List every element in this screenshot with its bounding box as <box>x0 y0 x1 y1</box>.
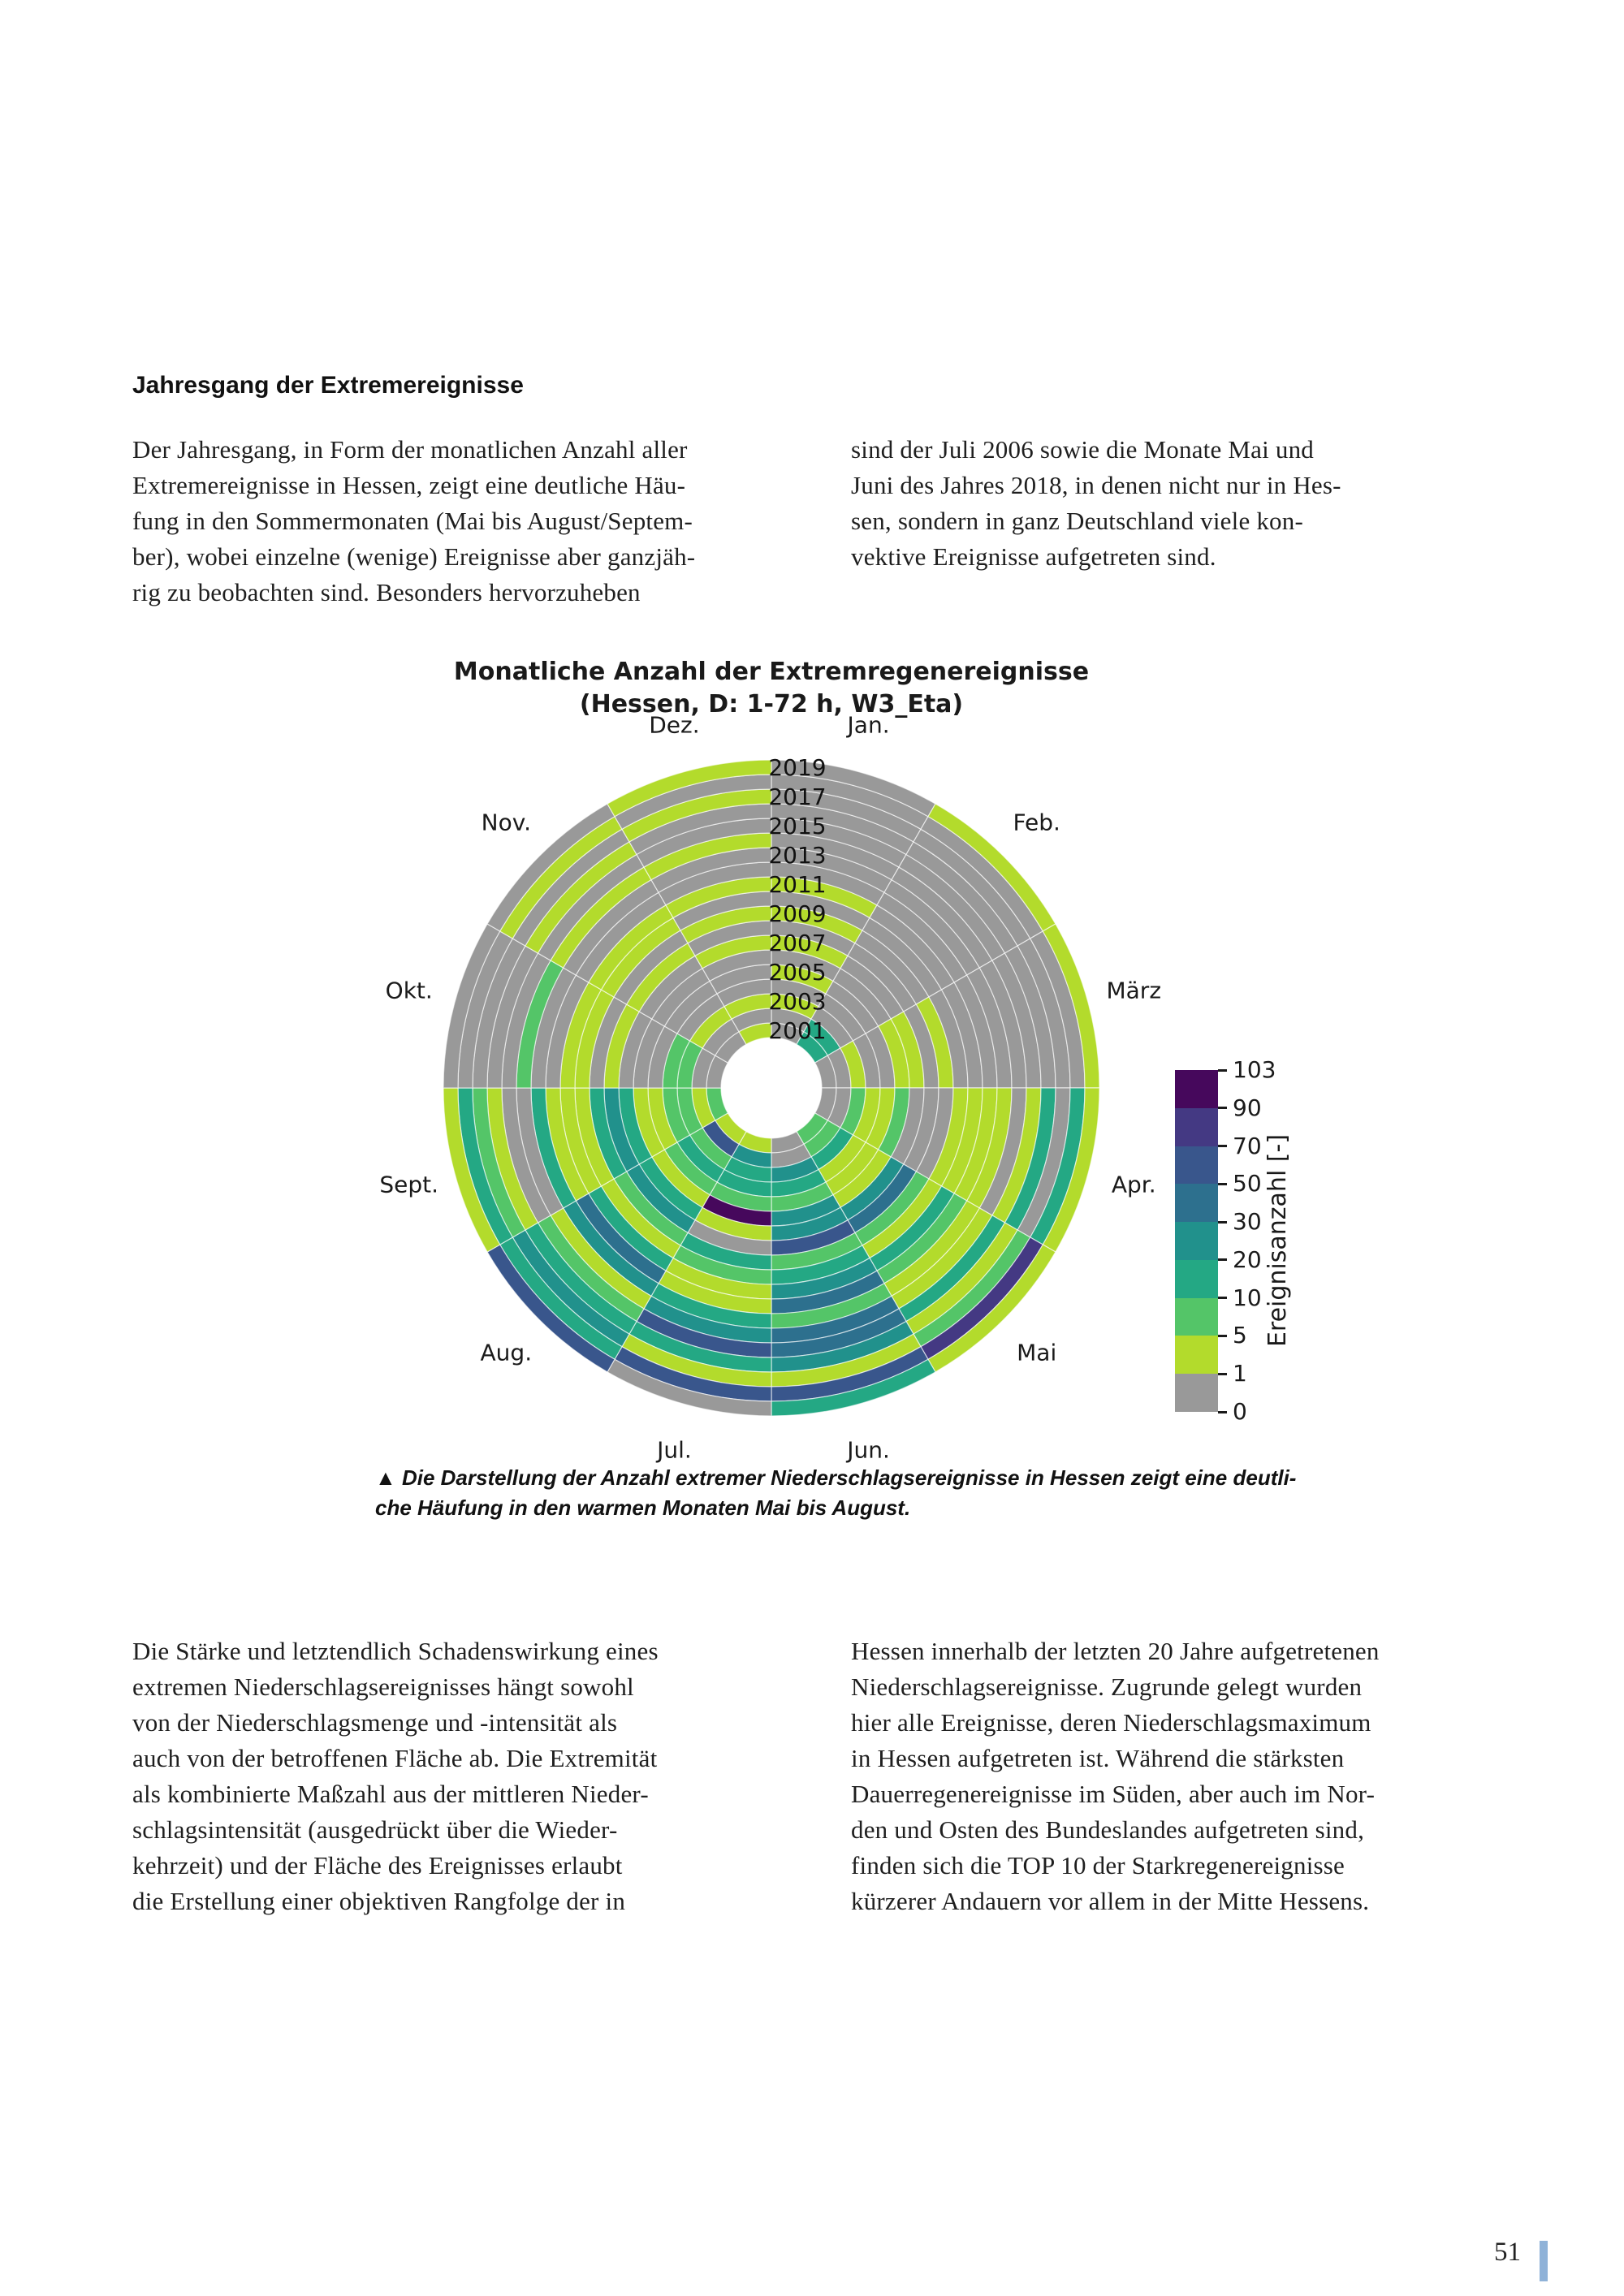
page-number-accent-bar <box>1540 2241 1548 2281</box>
month-label: Jul. <box>655 1436 692 1463</box>
colorbar-tick-mark <box>1218 1410 1227 1413</box>
colorbar-tick-label: 0 <box>1233 1398 1247 1425</box>
colorbar-segment <box>1175 1374 1218 1412</box>
colorbar-tick-label: 70 <box>1233 1132 1262 1159</box>
page-number: 51 <box>1494 2238 1521 2267</box>
figure-caption: ▲ Die Darstellung der Anzahl extremer Ni… <box>375 1465 1297 1520</box>
colorbar-tick-label: 1 <box>1233 1360 1247 1388</box>
colorbar-segment <box>1175 1184 1218 1223</box>
colorbar-segment <box>1175 1297 1218 1336</box>
section-heading: Jahresgang der Extremereignisse <box>132 372 524 399</box>
colorbar-tick-label: 90 <box>1233 1094 1262 1121</box>
month-label: Sept. <box>379 1172 438 1198</box>
polar-heatmap: Jan. Feb. März Apr. Mai Jun. Jul. Aug. Sept. Okt.… <box>379 712 1161 1464</box>
month-label: Mai <box>1017 1340 1056 1366</box>
chart-title: Monatliche Anzahl der Extremregenereigni… <box>453 658 1090 719</box>
paragraph-1-right: sind der Juli 2006 sowie die Monate Mai … <box>851 435 1341 571</box>
colorbar-tick-mark <box>1218 1297 1227 1300</box>
heatmap-cell <box>607 759 772 818</box>
year-label: 2015 <box>768 813 826 839</box>
colorbar-segment <box>1175 1069 1218 1108</box>
month-label: Feb. <box>1013 809 1060 835</box>
paragraph-2-left: Die Stärke und letztendlich Schadenswirk… <box>132 1637 659 1915</box>
colorbar-tick-mark <box>1218 1145 1227 1148</box>
month-label: Dez. <box>649 712 699 739</box>
colorbar-tick-mark <box>1218 1182 1227 1185</box>
year-label: 2009 <box>768 900 826 927</box>
month-label: März <box>1106 977 1161 1003</box>
colorbar-tick-label: 10 <box>1233 1284 1262 1311</box>
colorbar-segment <box>1175 1259 1218 1298</box>
colorbar-tick-label: 20 <box>1233 1245 1262 1273</box>
year-label: 2019 <box>768 754 826 781</box>
month-label: Okt. <box>386 977 433 1003</box>
month-label: Aug. <box>481 1340 533 1366</box>
colorbar-segment <box>1175 1146 1218 1185</box>
colorbar-segment <box>1175 1336 1218 1375</box>
colorbar-tick-mark <box>1218 1334 1227 1337</box>
month-label: Apr. <box>1112 1172 1156 1198</box>
colorbar-tick-mark <box>1218 1107 1227 1110</box>
year-label: 2017 <box>768 783 826 810</box>
colorbar-tick-mark <box>1218 1258 1227 1262</box>
year-label: 2011 <box>768 871 826 898</box>
colorbar-tick-label: 50 <box>1233 1170 1262 1198</box>
month-label: Jan. <box>846 712 890 739</box>
colorbar-axis-label: Ereignisanzahl [-] <box>1263 1133 1292 1348</box>
year-label: 2007 <box>768 930 826 956</box>
paragraph-1-left: Der Jahresgang, in Form der monatlichen … <box>132 435 696 606</box>
year-label: 2005 <box>768 959 826 986</box>
colorbar <box>1175 1069 1218 1412</box>
paragraph-2-right: Hessen innerhalb der letzten 20 Jahre au… <box>851 1637 1380 1915</box>
colorbar-segment <box>1175 1107 1218 1146</box>
year-label: 2013 <box>768 842 826 869</box>
colorbar-tick-mark <box>1218 1372 1227 1375</box>
month-label: Nov. <box>482 809 531 835</box>
colorbar-tick-mark <box>1218 1220 1227 1224</box>
year-label: 2003 <box>768 988 826 1015</box>
colorbar-tick-label: 30 <box>1233 1208 1262 1236</box>
month-label: Jun. <box>845 1436 890 1463</box>
colorbar-tick-mark <box>1218 1068 1227 1072</box>
colorbar-tick-label: 103 <box>1233 1056 1276 1083</box>
colorbar-segment <box>1175 1222 1218 1260</box>
colorbar-tick-label: 5 <box>1233 1322 1247 1349</box>
year-label: 2001 <box>768 1017 826 1044</box>
